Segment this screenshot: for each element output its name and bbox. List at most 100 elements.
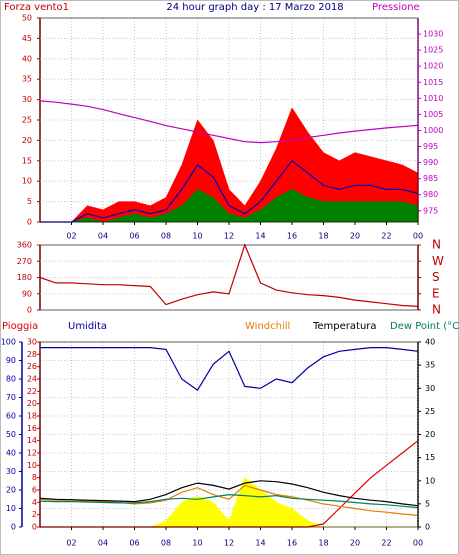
y2-tick-label: 1000 (423, 126, 443, 135)
y-tick-label: 90 (22, 289, 32, 298)
x-tick-label: 14 (255, 539, 265, 548)
line (39, 484, 419, 516)
x-tick-label: 18 (318, 539, 328, 548)
y2-tick-label: 975 (423, 206, 438, 215)
y3-tick-label: 30 (27, 338, 37, 347)
y2-tick-label: N (432, 238, 441, 252)
x-tick-label: 16 (287, 539, 297, 548)
x-tick-label: 20 (350, 232, 360, 241)
legend-label: Pioggia (2, 321, 38, 332)
x-tick-label: 00 (413, 232, 423, 241)
pressure-label: Pressione (372, 2, 420, 13)
y-tick-label: 15 (22, 156, 32, 165)
y-tick-label: 25 (22, 116, 32, 125)
y-tick-label: 45 (22, 34, 32, 43)
x-tick-label: 14 (255, 232, 265, 241)
y-tick-label: 0 (27, 306, 32, 315)
y-tick-label: 30 (22, 95, 32, 104)
y2-tick-label: 10 (425, 476, 435, 485)
x-tick-label: 08 (161, 539, 171, 548)
y3-tick-label: 8 (32, 473, 37, 482)
y2-tick-label: W (432, 254, 444, 268)
x-tick-label: 20 (350, 539, 360, 548)
y3-tick-label: 0 (32, 523, 37, 532)
x-tick-label: 04 (98, 232, 108, 241)
y3-tick-label: 16 (27, 424, 37, 433)
y-tick-label: 100 (1, 338, 16, 347)
y3-tick-label: 28 (27, 350, 37, 359)
y-tick-label: 50 (22, 14, 32, 23)
x-tick-label: 04 (98, 539, 108, 548)
x-tick-label: 22 (381, 232, 391, 241)
x-tick-label: 18 (318, 232, 328, 241)
y-tick-label: 180 (17, 273, 32, 282)
y3-tick-label: 10 (27, 461, 37, 470)
x-tick-label: 12 (224, 232, 234, 241)
y-tick-label: 40 (6, 449, 16, 458)
x-tick-label: 10 (192, 232, 202, 241)
y-tick-label: 60 (6, 412, 16, 421)
legend-label: Dew Point (°C (390, 321, 459, 332)
y3-tick-label: 4 (32, 498, 37, 507)
y2-tick-label: 25 (425, 407, 435, 416)
y3-tick-label: 26 (27, 362, 37, 371)
y2-tick-label: 20 (425, 430, 435, 439)
line (40, 159, 419, 223)
line (39, 480, 419, 507)
y-tick-label: 10 (22, 177, 32, 186)
plot-frame (39, 244, 419, 311)
y-tick-label: 360 (17, 241, 32, 250)
y-tick-label: 270 (17, 257, 32, 266)
y-tick-label: 0 (27, 218, 32, 227)
y2-tick-label: 985 (423, 174, 438, 183)
x-tick-label: 00 (413, 539, 423, 548)
y3-tick-label: 24 (27, 375, 37, 384)
y-tick-label: 50 (6, 430, 16, 439)
y2-tick-label: 1020 (423, 62, 443, 71)
y3-tick-label: 12 (27, 449, 37, 458)
y3-tick-label: 6 (32, 486, 37, 495)
y-tick-label: 80 (6, 375, 16, 384)
y2-tick-label: 990 (423, 158, 438, 167)
y3-tick-label: 18 (27, 412, 37, 421)
y-tick-label: 40 (22, 54, 32, 63)
x-tick-label: 02 (66, 539, 76, 548)
y-tick-label: 35 (22, 75, 32, 84)
line (39, 493, 419, 509)
y2-tick-label: 0 (425, 523, 430, 532)
y2-tick-label: 1015 (423, 78, 443, 87)
y2-tick-label: 995 (423, 142, 438, 151)
x-tick-label: 06 (129, 232, 139, 241)
y3-tick-label: 14 (27, 436, 37, 445)
y3-tick-label: 22 (27, 387, 37, 396)
y-tick-label: 90 (6, 356, 16, 365)
legend-label: Umidita (68, 321, 107, 332)
y2-tick-label: E (432, 286, 440, 300)
line (40, 347, 419, 391)
y2-tick-label: 1025 (423, 46, 443, 55)
y2-tick-label: 5 (425, 499, 430, 508)
wind-label: Forza vento1 (4, 2, 69, 13)
x-tick-label: 02 (66, 232, 76, 241)
plot-frame (39, 341, 419, 528)
y2-tick-label: N (432, 303, 441, 317)
x-tick-label: 06 (129, 539, 139, 548)
x-tick-label: 12 (224, 539, 234, 548)
line (39, 243, 419, 307)
y-tick-label: 5 (27, 197, 32, 206)
y2-tick-label: 35 (425, 361, 435, 370)
y-tick-label: 20 (6, 486, 16, 495)
chart-title: 24 hour graph day : 17 Marzo 2018 (166, 2, 343, 13)
x-tick-label: 16 (287, 232, 297, 241)
y-tick-label: 70 (6, 393, 16, 402)
y-tick-label: 10 (6, 504, 16, 513)
y2-tick-label: 15 (425, 453, 435, 462)
plot-frame (39, 17, 419, 223)
y2-tick-label: 1005 (423, 110, 443, 119)
area (40, 107, 419, 223)
y-tick-label: 20 (22, 136, 32, 145)
x-tick-label: 10 (192, 539, 202, 548)
y-tick-label: 30 (6, 467, 16, 476)
y3-tick-label: 20 (27, 399, 37, 408)
